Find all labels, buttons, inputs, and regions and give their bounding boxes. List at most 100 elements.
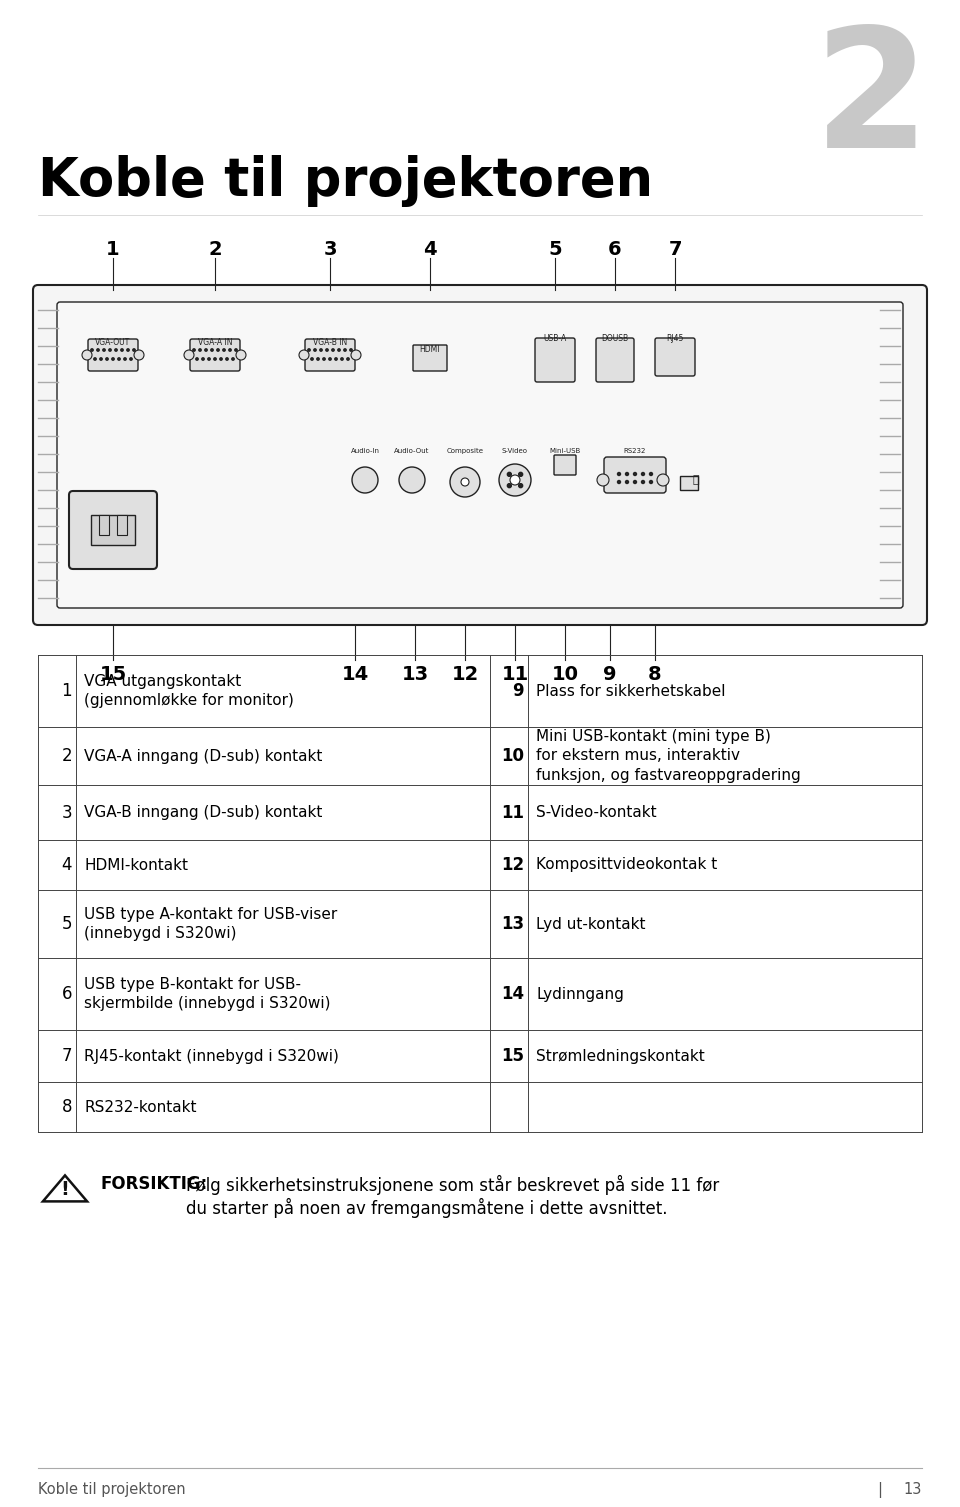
Circle shape (118, 357, 120, 360)
Text: Audio-In: Audio-In (350, 448, 379, 454)
Text: USB type B-kontakt for USB-
skjermbilde (innebygd i S320wi): USB type B-kontakt for USB- skjermbilde … (84, 977, 330, 1011)
Text: 9: 9 (513, 683, 524, 699)
Circle shape (91, 348, 93, 351)
Text: VGA-A IN: VGA-A IN (198, 338, 232, 347)
FancyBboxPatch shape (33, 285, 927, 625)
Circle shape (617, 481, 620, 484)
Text: VGA-A inngang (D-sub) kontakt: VGA-A inngang (D-sub) kontakt (84, 749, 323, 764)
Circle shape (311, 357, 313, 360)
Circle shape (184, 350, 194, 360)
Text: Mini-USB: Mini-USB (549, 448, 581, 454)
Circle shape (196, 357, 198, 360)
Text: 13: 13 (903, 1481, 922, 1496)
Text: Mini USB-kontakt (mini type B)
for ekstern mus, interaktiv
funksjon, og fastvare: Mini USB-kontakt (mini type B) for ekste… (536, 729, 801, 784)
Circle shape (94, 357, 96, 360)
Text: VGA-OUT: VGA-OUT (95, 338, 131, 347)
Circle shape (223, 348, 226, 351)
Circle shape (332, 348, 334, 351)
Text: DOUSB: DOUSB (601, 335, 629, 344)
Circle shape (100, 357, 102, 360)
Circle shape (352, 467, 378, 493)
Circle shape (103, 348, 106, 351)
Text: 12: 12 (451, 665, 479, 684)
Circle shape (510, 475, 520, 485)
Circle shape (320, 348, 323, 351)
Circle shape (115, 348, 117, 351)
Text: USB-A: USB-A (543, 335, 566, 344)
Circle shape (325, 348, 328, 351)
Circle shape (214, 357, 216, 360)
Text: Lydinngang: Lydinngang (536, 987, 624, 1002)
FancyBboxPatch shape (413, 345, 447, 371)
FancyBboxPatch shape (190, 339, 240, 371)
Text: 14: 14 (501, 986, 524, 1004)
Circle shape (650, 473, 653, 476)
Bar (91, 515, 135, 546)
FancyBboxPatch shape (554, 455, 576, 475)
Text: !: ! (60, 1180, 69, 1200)
Circle shape (641, 481, 644, 484)
Circle shape (226, 357, 228, 360)
Circle shape (121, 348, 123, 351)
Circle shape (127, 348, 130, 351)
Circle shape (299, 350, 309, 360)
Text: 13: 13 (401, 665, 428, 684)
Text: Plass for sikkerhetskabel: Plass for sikkerhetskabel (536, 684, 726, 699)
Text: HDMI-kontakt: HDMI-kontakt (84, 857, 188, 873)
Text: Følg sikkerhetsinstruksjonene som står beskrevet på side 11 før
du starter på no: Følg sikkerhetsinstruksjonene som står b… (186, 1175, 719, 1218)
Text: 8: 8 (648, 665, 661, 684)
Circle shape (450, 467, 480, 497)
Text: 3: 3 (324, 240, 337, 259)
Text: Strømledningskontakt: Strømledningskontakt (536, 1049, 705, 1064)
Circle shape (328, 357, 331, 360)
Circle shape (134, 350, 144, 360)
Circle shape (108, 348, 111, 351)
Text: 15: 15 (501, 1047, 524, 1065)
Circle shape (507, 484, 512, 488)
Circle shape (335, 357, 337, 360)
Circle shape (207, 357, 210, 360)
Text: 1: 1 (107, 240, 120, 259)
Bar (117, 515, 127, 535)
Circle shape (499, 464, 531, 496)
Text: ⚿: ⚿ (693, 475, 699, 485)
Text: 11: 11 (501, 803, 524, 821)
Bar (680, 476, 698, 490)
Text: 4: 4 (61, 856, 72, 874)
Text: 9: 9 (603, 665, 616, 684)
FancyBboxPatch shape (596, 338, 634, 381)
Text: VGA utgangskontakt
(gjennomløkke for monitor): VGA utgangskontakt (gjennomløkke for mon… (84, 674, 294, 708)
FancyBboxPatch shape (604, 457, 666, 493)
Text: 3: 3 (61, 803, 72, 821)
Circle shape (626, 473, 629, 476)
Text: 5: 5 (548, 240, 562, 259)
Circle shape (97, 348, 99, 351)
Text: Koble til projektoren: Koble til projektoren (38, 1481, 185, 1496)
Text: 10: 10 (551, 665, 579, 684)
Circle shape (132, 348, 135, 351)
Circle shape (597, 475, 609, 485)
Circle shape (617, 473, 620, 476)
Circle shape (217, 348, 219, 351)
FancyBboxPatch shape (88, 339, 138, 371)
Text: 7: 7 (61, 1047, 72, 1065)
Circle shape (231, 357, 234, 360)
Circle shape (236, 350, 246, 360)
FancyBboxPatch shape (305, 339, 355, 371)
Text: Lyd ut-kontakt: Lyd ut-kontakt (536, 916, 645, 931)
Text: 2: 2 (208, 240, 222, 259)
Circle shape (193, 348, 195, 351)
FancyBboxPatch shape (57, 301, 903, 607)
Text: VGA-B inngang (D-sub) kontakt: VGA-B inngang (D-sub) kontakt (84, 805, 323, 820)
Circle shape (657, 475, 669, 485)
Circle shape (204, 348, 207, 351)
Text: RJ45-kontakt (innebygd i S320wi): RJ45-kontakt (innebygd i S320wi) (84, 1049, 339, 1064)
Text: 8: 8 (61, 1099, 72, 1117)
Circle shape (650, 481, 653, 484)
Circle shape (341, 357, 344, 360)
Text: 11: 11 (501, 665, 529, 684)
Text: 13: 13 (501, 915, 524, 933)
Text: Koble til projektoren: Koble til projektoren (38, 155, 653, 206)
Circle shape (461, 478, 469, 485)
Text: HDMI: HDMI (420, 345, 441, 354)
